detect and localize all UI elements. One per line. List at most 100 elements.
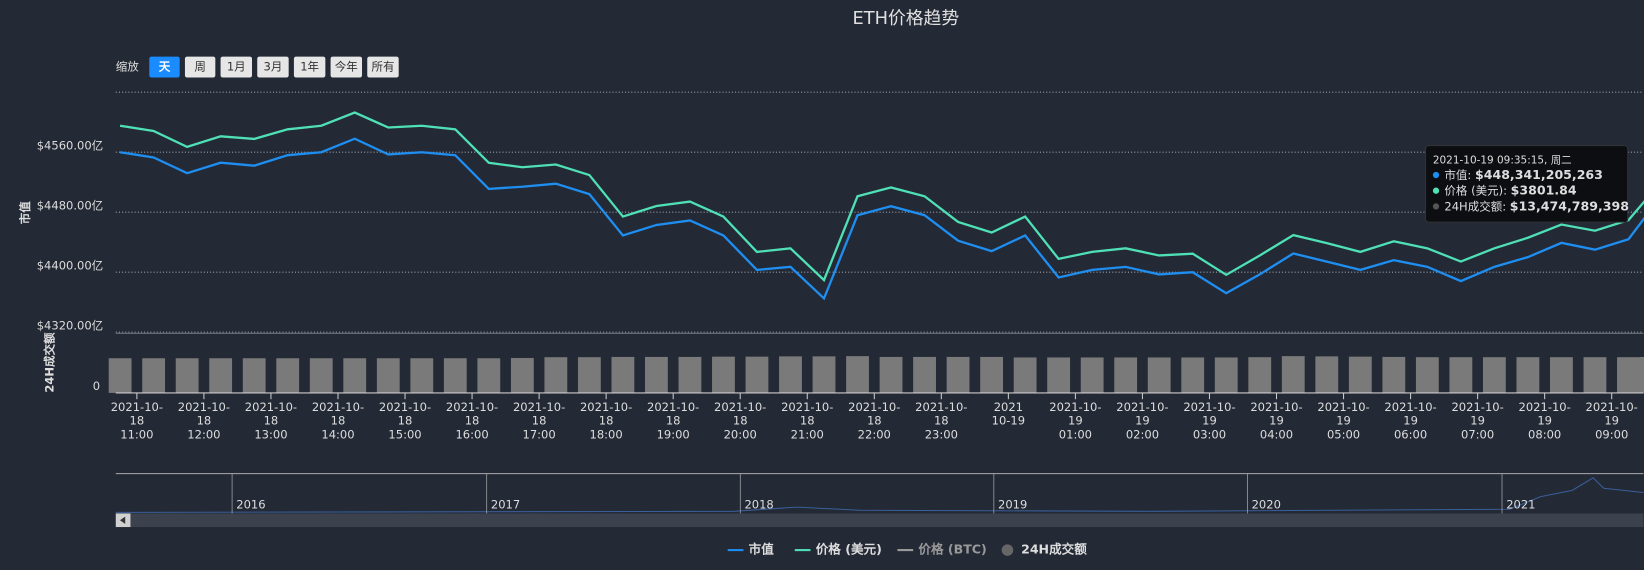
volume-bar xyxy=(1639,356,1644,393)
x-tick-label: 17:00 xyxy=(523,427,556,441)
zoom-button-label: 周 xyxy=(194,60,206,74)
volume-bar xyxy=(209,358,233,393)
x-tick-label: 19 xyxy=(1403,414,1418,428)
x-tick-label: 2021-10- xyxy=(1049,400,1101,414)
x-tick-label: 19 xyxy=(1202,414,1217,428)
x-tick-label: 23:00 xyxy=(925,427,958,441)
volume-bar xyxy=(142,358,166,393)
x-tick-label: 19 xyxy=(1470,414,1485,428)
x-tick-label: 18 xyxy=(934,414,949,428)
volume-bar xyxy=(343,358,367,393)
zoom-button-bg xyxy=(367,56,399,78)
zoom-button[interactable]: 周 xyxy=(184,56,216,78)
zoom-button-bg xyxy=(149,56,180,78)
volume-bar xyxy=(812,356,836,393)
zoom-button-bg xyxy=(220,56,252,78)
zoom-button[interactable]: 3月 xyxy=(257,56,289,78)
x-tick-label: 2021-10- xyxy=(1317,400,1369,414)
tooltip-item: 24H成交额: $13,474,789,398 xyxy=(1444,198,1629,213)
volume-bar xyxy=(1281,356,1305,393)
volume-bar xyxy=(1080,357,1104,393)
volume-bar xyxy=(1214,357,1238,393)
volume-bar xyxy=(611,356,635,393)
x-tick-label: 20:00 xyxy=(724,427,757,441)
x-tick-label: 2021-10- xyxy=(580,400,632,414)
x-tick-label: 11:00 xyxy=(120,427,153,441)
volume-bar xyxy=(1348,356,1372,393)
legend-label: 价格 (BTC) xyxy=(918,542,986,557)
legend-item[interactable]: 价格 (BTC) xyxy=(897,542,987,557)
x-tick-label: 2021-10- xyxy=(1116,400,1168,414)
x-tick-label: 19 xyxy=(1269,414,1284,428)
x-tick-label: 02:00 xyxy=(1126,427,1159,441)
x-tick-label: 15:00 xyxy=(388,427,421,441)
volume-axis-title: 24H成交额 xyxy=(42,332,56,393)
x-tick-label: 2021-10- xyxy=(647,400,699,414)
zoom-button-label: 3月 xyxy=(264,60,283,74)
volume-bar xyxy=(1583,357,1607,393)
volume-bar xyxy=(242,358,266,393)
scrollbar[interactable] xyxy=(115,513,1644,528)
legend-label: 市值 xyxy=(749,542,775,557)
x-tick-label: 16:00 xyxy=(455,427,488,441)
volume-bar xyxy=(1415,357,1439,393)
y-tick-label: $4400.00亿 xyxy=(37,258,103,272)
zoom-button-bg xyxy=(330,56,363,78)
x-tick-label: 18 xyxy=(465,414,480,428)
x-tick-label: 06:00 xyxy=(1394,427,1427,441)
x-tick-label: 18 xyxy=(599,414,614,428)
x-tick-label: 2021-10- xyxy=(1183,400,1235,414)
tooltip-bullet xyxy=(1432,187,1440,194)
volume-bar xyxy=(745,356,769,393)
zoom-button[interactable]: 天 xyxy=(149,56,180,78)
volume-bar xyxy=(1181,357,1205,393)
x-tick-label: 01:00 xyxy=(1059,427,1092,441)
zoom-button[interactable]: 1月 xyxy=(220,56,252,78)
x-tick-label: 22:00 xyxy=(858,427,891,441)
zoom-button-bg xyxy=(184,56,216,78)
volume-bar xyxy=(1147,357,1171,393)
x-tick-label: 2021-10- xyxy=(446,400,498,414)
legend-item[interactable]: 24H成交额 xyxy=(1001,542,1088,557)
navigator-year: 2018 xyxy=(744,498,773,512)
tooltip-item: 市值: $448,341,205,263 xyxy=(1444,166,1603,181)
volume-bar xyxy=(1617,357,1640,393)
chart-title: ETH价格趋势 xyxy=(852,8,959,29)
x-tick-label: 2021-10- xyxy=(245,400,297,414)
zoom-button[interactable]: 所有 xyxy=(367,56,399,78)
legend-item[interactable]: 价格 (美元) xyxy=(794,542,882,557)
zoom-button[interactable]: 1年 xyxy=(293,56,326,78)
x-tick-label: 18 xyxy=(800,414,815,428)
zoom-button[interactable]: 今年 xyxy=(330,56,363,78)
zoom-button-label: 所有 xyxy=(371,60,394,74)
x-tick-label: 18 xyxy=(666,414,681,428)
volume-bar xyxy=(678,356,702,393)
x-tick-label: 2021-10- xyxy=(312,400,364,414)
tooltip-box xyxy=(1425,145,1629,223)
legend-item[interactable]: 市值 xyxy=(727,542,775,557)
x-tick-label: 10-19 xyxy=(992,414,1025,428)
legend-symbol xyxy=(1001,544,1014,556)
tooltip-bullet xyxy=(1432,203,1440,210)
volume-bar xyxy=(645,356,668,393)
volume-bar xyxy=(443,358,467,393)
x-tick-label: 2021-10- xyxy=(915,400,967,414)
volume-bar xyxy=(946,356,970,393)
volume-bar xyxy=(1315,356,1339,393)
y-tick-label: $4560.00亿 xyxy=(37,138,103,152)
tooltip-value: $3801.84 xyxy=(1511,182,1577,197)
x-tick-label: 2021 xyxy=(994,400,1023,414)
tooltip: 2021-10-19 09:35:15, 周二 市值: $448,341,205… xyxy=(1425,145,1629,223)
volume-bar xyxy=(577,357,601,393)
y-axis-title: 市值 xyxy=(18,201,32,225)
zoom-button-label: 1月 xyxy=(227,60,246,74)
volume-bar xyxy=(544,357,568,393)
x-tick-label: 2021-10- xyxy=(1250,400,1302,414)
x-tick-label: 18 xyxy=(867,414,882,428)
x-tick-label: 2021-10- xyxy=(1519,400,1571,414)
x-tick-label: 18 xyxy=(331,414,346,428)
navigator-year: 2020 xyxy=(1252,498,1281,512)
x-tick-label: 19 xyxy=(1336,414,1351,428)
x-tick-label: 2021-10- xyxy=(1586,400,1638,414)
